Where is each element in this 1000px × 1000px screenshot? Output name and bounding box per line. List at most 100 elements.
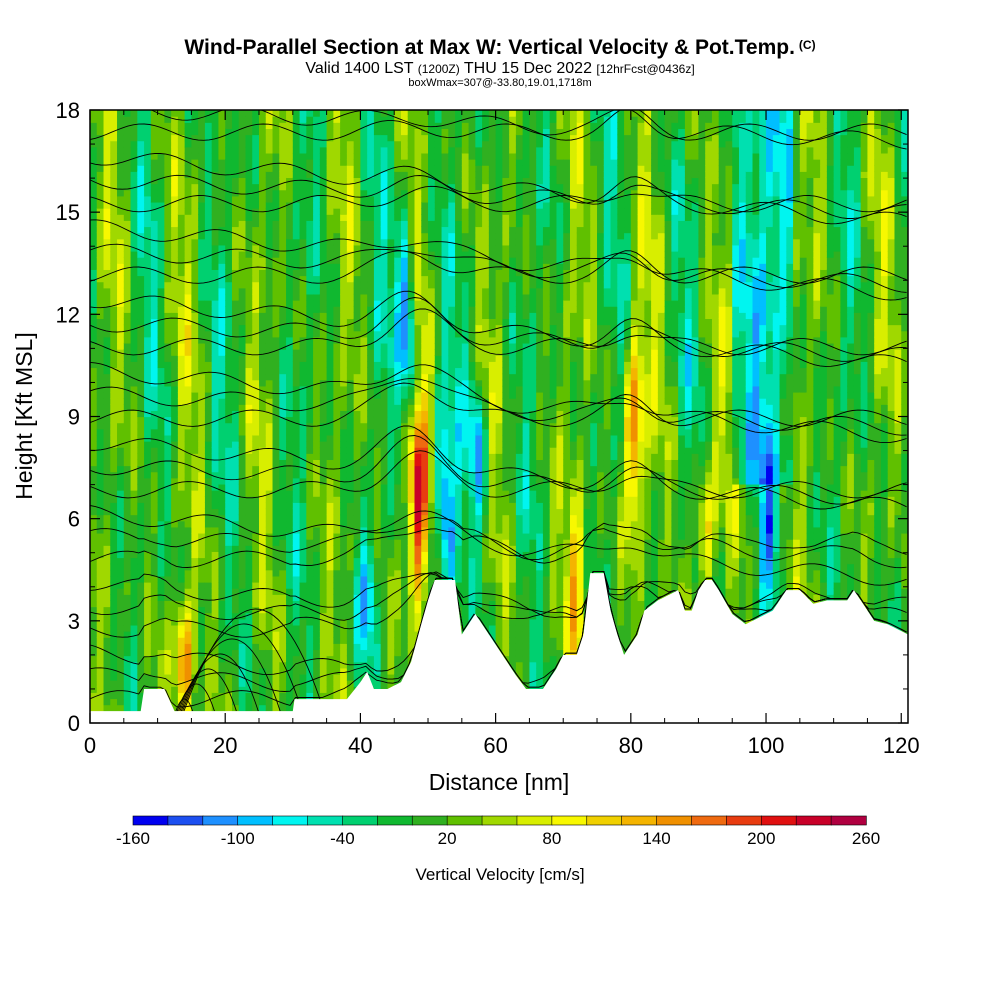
- velocity-cell: [177, 428, 186, 436]
- velocity-cell: [245, 293, 253, 301]
- velocity-cell: [313, 269, 321, 277]
- velocity-cell: [272, 134, 280, 142]
- velocity-cell: [130, 588, 138, 595]
- velocity-cell: [103, 201, 111, 209]
- velocity-cell: [272, 612, 280, 620]
- velocity-cell: [387, 459, 395, 467]
- velocity-cell: [117, 195, 125, 203]
- velocity-cell: [252, 508, 260, 516]
- velocity-cell: [387, 361, 395, 369]
- velocity-cell: [319, 122, 328, 129]
- velocity-cell: [387, 312, 395, 320]
- velocity-cell: [292, 563, 301, 571]
- velocity-cell: [326, 410, 334, 418]
- velocity-cell: [198, 441, 206, 448]
- velocity-cell: [225, 232, 233, 240]
- velocity-cell: [265, 373, 274, 381]
- velocity-cell: [272, 643, 280, 651]
- velocity-cell: [306, 496, 314, 503]
- velocity-cell: [319, 250, 328, 258]
- velocity-cell: [373, 385, 382, 393]
- velocity-cell: [306, 582, 314, 589]
- velocity-cell: [157, 477, 165, 485]
- velocity-cell: [286, 465, 294, 473]
- velocity-cell: [265, 483, 274, 491]
- velocity-cell: [299, 257, 307, 264]
- velocity-cell: [130, 410, 138, 418]
- velocity-cell: [380, 391, 389, 399]
- velocity-cell: [117, 116, 125, 123]
- velocity-cell: [157, 624, 165, 632]
- velocity-cell: [353, 355, 362, 362]
- velocity-cell: [164, 287, 172, 295]
- velocity-cell: [177, 649, 186, 657]
- velocity-cell: [245, 643, 253, 651]
- velocity-cell: [164, 532, 172, 540]
- velocity-cell: [144, 269, 152, 277]
- velocity-cell: [333, 471, 341, 479]
- velocity-cell: [387, 557, 395, 565]
- velocity-cell: [96, 612, 105, 620]
- velocity-cell: [252, 355, 260, 362]
- velocity-cell: [414, 287, 422, 295]
- velocity-cell: [150, 165, 159, 172]
- velocity-cell: [279, 514, 287, 522]
- velocity-cell: [353, 171, 362, 179]
- velocity-cell: [177, 686, 186, 693]
- velocity-cell: [123, 686, 132, 693]
- velocity-cell: [346, 336, 355, 344]
- velocity-cell: [313, 293, 321, 301]
- velocity-cell: [400, 618, 409, 626]
- velocity-cell: [319, 232, 328, 240]
- velocity-cell: [157, 342, 165, 350]
- velocity-cell: [117, 398, 125, 405]
- velocity-cell: [198, 606, 206, 614]
- velocity-cell: [123, 582, 132, 589]
- velocity-cell: [123, 637, 132, 644]
- velocity-cell: [211, 459, 220, 467]
- velocity-cell: [353, 532, 362, 540]
- velocity-cell: [367, 324, 375, 332]
- velocity-cell: [272, 250, 280, 258]
- velocity-cell: [103, 459, 111, 467]
- velocity-cell: [394, 287, 402, 295]
- velocity-cell: [272, 502, 280, 510]
- velocity-cell: [90, 293, 98, 301]
- velocity-cell: [380, 287, 389, 295]
- velocity-cell: [117, 631, 125, 638]
- velocity-cell: [238, 692, 247, 700]
- velocity-cell: [137, 195, 145, 203]
- velocity-cell: [150, 563, 159, 571]
- velocity-cell: [245, 490, 253, 497]
- velocity-cell: [204, 152, 213, 160]
- velocity-cell: [326, 612, 334, 620]
- velocity-cell: [225, 624, 233, 632]
- velocity-cell: [306, 269, 314, 277]
- velocity-cell: [218, 318, 226, 326]
- velocity-cell: [90, 655, 98, 663]
- velocity-cell: [407, 404, 416, 411]
- velocity-cell: [171, 539, 179, 546]
- velocity-cell: [96, 275, 105, 283]
- velocity-cell: [360, 643, 368, 651]
- velocity-cell: [150, 477, 159, 485]
- velocity-cell: [252, 612, 260, 620]
- velocity-cell: [103, 447, 111, 454]
- velocity-cell: [238, 441, 247, 448]
- velocity-cell: [346, 471, 355, 479]
- velocity-cell: [286, 545, 294, 552]
- velocity-cell: [286, 422, 294, 430]
- velocity-cell: [211, 379, 220, 387]
- velocity-cell: [184, 349, 192, 356]
- velocity-cell: [340, 557, 348, 565]
- velocity-cell: [110, 624, 118, 632]
- velocity-cell: [319, 195, 328, 203]
- velocity-cell: [177, 171, 186, 179]
- velocity-cell: [387, 263, 395, 270]
- velocity-cell: [157, 453, 165, 461]
- velocity-cell: [123, 128, 132, 136]
- velocity-cell: [279, 177, 287, 185]
- velocity-cell: [299, 250, 307, 258]
- velocity-cell: [231, 508, 240, 516]
- velocity-cell: [407, 134, 416, 142]
